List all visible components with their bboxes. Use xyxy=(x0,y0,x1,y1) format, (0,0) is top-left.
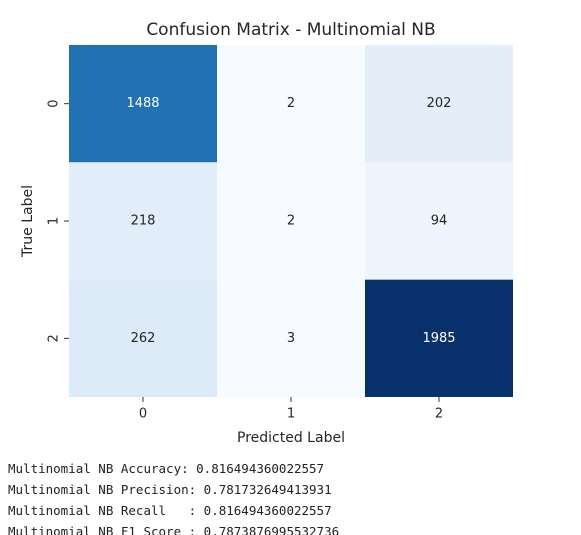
heatmap-cell xyxy=(365,45,513,163)
cell-label: 1985 xyxy=(422,331,455,346)
y-tick-label: 0 xyxy=(47,100,62,108)
output-line: Multinomial NB Accuracy: 0.8164943600225… xyxy=(8,461,325,476)
heatmap-cell xyxy=(365,279,513,397)
x-tick-label: 2 xyxy=(435,407,443,422)
cell-label: 3 xyxy=(287,331,295,346)
heatmap-cell xyxy=(217,162,365,280)
heatmap-cell xyxy=(217,45,365,163)
heatmap-cell xyxy=(217,279,365,397)
cell-label: 2 xyxy=(287,96,295,111)
output-line: Multinomial NB Recall : 0.81649436002255… xyxy=(8,503,332,518)
output-line: Multinomial NB Precision: 0.781732649413… xyxy=(8,482,332,497)
chart: Confusion Matrix - Multinomial NB Predic… xyxy=(20,20,513,446)
y-tick-label: 2 xyxy=(47,334,62,342)
chart-title: Confusion Matrix - Multinomial NB xyxy=(146,20,435,40)
heatmap-cell xyxy=(69,162,217,280)
cell-label: 218 xyxy=(131,214,156,229)
cell-label: 94 xyxy=(431,214,448,229)
y-axis-label: True Label xyxy=(20,185,36,258)
cell-label: 1488 xyxy=(126,96,159,111)
cell-label: 262 xyxy=(131,331,156,346)
x-tick-label: 1 xyxy=(287,407,295,422)
heatmap-cell xyxy=(365,162,513,280)
heatmap-cell xyxy=(69,279,217,397)
x-tick-label: 0 xyxy=(139,407,147,422)
output-line: Multinomial NB F1 Score : 0.787387699553… xyxy=(8,524,340,535)
cell-label: 202 xyxy=(427,96,452,111)
y-tick-label: 1 xyxy=(47,217,62,225)
x-axis-label: Predicted Label xyxy=(237,430,345,446)
cell-label: 2 xyxy=(287,214,295,229)
heatmap-cell xyxy=(69,45,217,163)
console-output: Multinomial NB Accuracy: 0.8164943600225… xyxy=(8,458,339,535)
